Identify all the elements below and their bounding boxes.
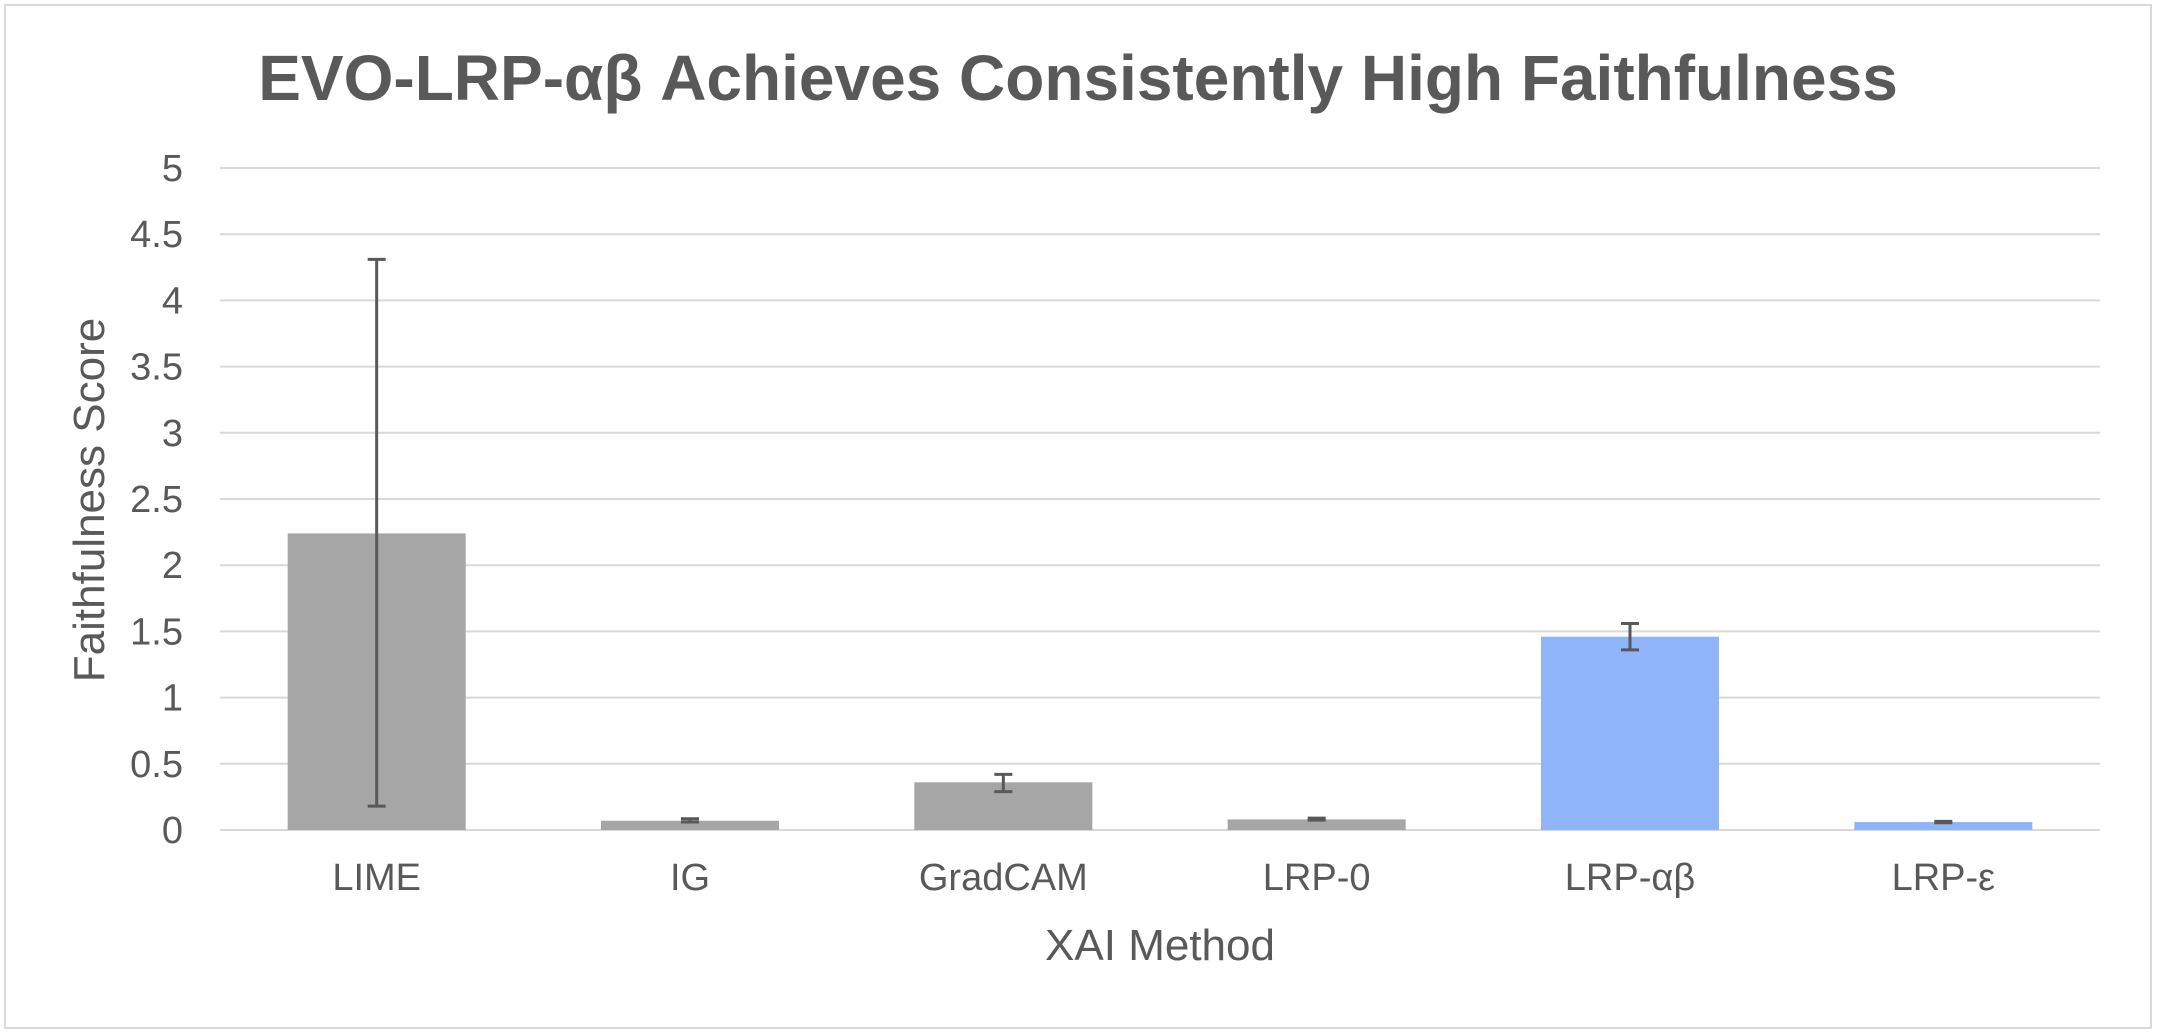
y-tick-label: 3 <box>162 413 183 455</box>
y-tick-label: 1 <box>162 678 183 720</box>
y-tick-label: 1.5 <box>130 611 183 653</box>
x-tick-label: LRP-αβ <box>1565 857 1695 899</box>
y-tick-label: 5 <box>162 148 183 190</box>
error-bars <box>367 257 1953 825</box>
gridlines <box>220 167 2100 831</box>
x-tick-label: GradCAM <box>919 857 1088 899</box>
bar <box>1854 822 2033 830</box>
x-tick-label: LIME <box>332 857 421 899</box>
y-tick-label: 2 <box>162 545 183 587</box>
bar <box>1227 819 1406 830</box>
y-tick-label: 0 <box>162 810 183 852</box>
x-tick-label: LRP-0 <box>1263 857 1371 899</box>
x-tick-label: LRP-ε <box>1892 857 1996 899</box>
y-axis-title: Faithfulness Score <box>65 318 114 682</box>
y-tick-label: 3.5 <box>130 347 183 389</box>
y-tick-label: 4.5 <box>130 214 183 256</box>
bars <box>287 533 2033 830</box>
x-tick-label: IG <box>670 857 710 899</box>
bar <box>1541 636 1719 830</box>
x-axis-ticks: LIME IG GradCAM LRP-0 LRP-αβ LRP-ε <box>332 857 1995 899</box>
chart-title: EVO-LRP-αβ Achieves Consistently High Fa… <box>258 42 1898 114</box>
y-tick-label: 2.5 <box>130 479 183 521</box>
x-axis-title: XAI Method <box>1045 921 1275 970</box>
bar <box>601 820 779 830</box>
y-axis-ticks: 0 0.5 1 1.5 2 2.5 3 3.5 4 4.5 5 <box>130 148 183 852</box>
y-tick-label: 0.5 <box>130 744 183 786</box>
y-tick-label: 4 <box>162 280 183 322</box>
chart-frame <box>4 4 2152 1029</box>
